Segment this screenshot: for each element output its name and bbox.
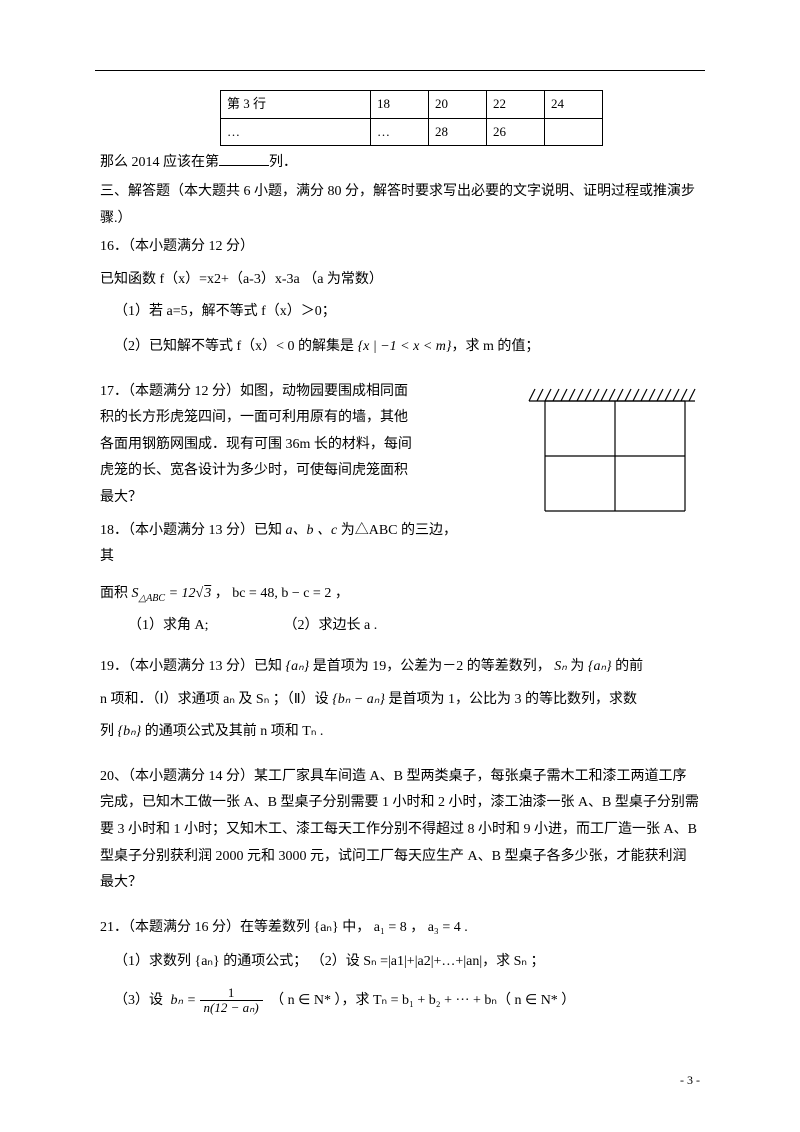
q18-head: 18．（本小题满分 13 分）已知 a、b 、c 为△ABC 的三边，其 — [100, 518, 460, 571]
q19-line2: n 项和．（Ⅰ）求通项 aₙ 及 Sₙ ；（Ⅱ）设 {bₙ − aₙ} 是首项为… — [100, 687, 700, 714]
q18-p1: （1）求角 A; — [100, 613, 280, 640]
cell: 28 — [429, 118, 487, 146]
cell: 18 — [371, 91, 429, 119]
frac-num: 1 — [200, 986, 263, 1001]
frac-den: n(12 − aₙ) — [200, 1001, 263, 1015]
abc: a、b 、c — [286, 523, 338, 538]
text: 是首项为 1，公比为 3 的等比数列，求数 — [389, 692, 638, 707]
text: （3）设 — [114, 993, 163, 1008]
fraction: 1 n(12 − aₙ) — [200, 986, 263, 1016]
cell: 24 — [545, 91, 603, 119]
blank-line — [219, 154, 269, 166]
cell: … — [371, 118, 429, 146]
q17-text: 17．（本题满分 12 分）如图，动物园要围成相同面积的长方形虎笼四间，一面可利… — [100, 379, 420, 512]
q21-p1: （1）求数列 {aₙ} 的通项公式； （2）设 Sₙ =|a1|+|a2|+…+… — [100, 949, 700, 976]
an2: {aₙ} — [588, 659, 612, 674]
text: 为 — [570, 659, 584, 674]
q15-tail: 那么 2014 应该在第 列． — [100, 150, 700, 177]
table-row: 第 3 行 18 20 22 24 — [221, 91, 603, 119]
bn: {bₙ} — [118, 724, 142, 739]
cell: 26 — [487, 118, 545, 146]
q16-p1: （1）若 a=5，解不等式 f（x）＞0； — [100, 299, 700, 326]
text: 列． — [269, 155, 297, 170]
text: （ n ∈ N* ），求 Tₙ = b₁ + b₂ + ··· + bₙ（ n … — [270, 993, 575, 1008]
text: 那么 2014 应该在第 — [100, 155, 219, 170]
q16-head: 16．（本小题满分 12 分） — [100, 234, 700, 261]
q18-p2: （2）求边长 a . — [284, 618, 378, 633]
cell — [545, 118, 603, 146]
text: 面积 — [100, 586, 132, 601]
s-expr: S△ABC = 12√3 — [132, 586, 212, 601]
cell: 22 — [487, 91, 545, 119]
table-row: … … 28 26 — [221, 118, 603, 146]
an: {aₙ} — [286, 659, 310, 674]
page-content: 第 3 行 18 20 22 24 … … 28 26 那么 2014 应该在第… — [100, 90, 700, 1016]
cage-svg — [525, 379, 705, 519]
q17-wrap: 17．（本题满分 12 分）如图，动物园要围成相同面积的长方形虎笼四间，一面可利… — [100, 379, 700, 571]
text: 的通项公式及其前 n 项和 Tₙ . — [145, 724, 324, 739]
q21-p3: （3）设 bₙ = 1 n(12 − aₙ) （ n ∈ N* ），求 Tₙ =… — [100, 986, 700, 1016]
cell: … — [221, 118, 371, 146]
cage-diagram — [525, 379, 705, 530]
set-expr: {x | −1 < x < m} — [358, 339, 452, 354]
cell: 20 — [429, 91, 487, 119]
data-table: 第 3 行 18 20 22 24 … … 28 26 — [220, 90, 603, 146]
top-rule — [95, 70, 705, 71]
q16-p2: （2）已知解不等式 f（x）< 0 的解集是 {x | −1 < x < m}，… — [100, 334, 700, 361]
section3-heading: 三、解答题（本大题共 6 小题，满分 80 分，解答时要求写出必要的文字说明、证… — [100, 179, 700, 232]
q19-line3: 列 {bₙ} 的通项公式及其前 n 项和 Tₙ . — [100, 719, 700, 746]
text: （2）已知解不等式 f（x）< 0 的解集是 — [114, 339, 358, 354]
text: 18．（本小题满分 13 分）已知 — [100, 523, 282, 538]
q16-line1: 已知函数 f（x）=x2+（a-3）x-3a （a 为常数） — [100, 267, 700, 294]
text: ， bc = 48, b − c = 2 ， — [215, 586, 349, 601]
q18-parts: （1）求角 A; （2）求边长 a . — [100, 613, 700, 640]
q19-line1: 19．（本小题满分 13 分）已知 {aₙ} 是首项为 19，公差为－2 的等差… — [100, 654, 700, 681]
text: ，求 m 的值； — [452, 339, 540, 354]
text: 列 — [100, 724, 114, 739]
text: n 项和．（Ⅰ）求通项 aₙ 及 Sₙ ；（Ⅱ）设 — [100, 692, 329, 707]
text: 的前 — [615, 659, 643, 674]
sn: Sₙ — [554, 659, 567, 674]
q21-head: 21．（本题满分 16 分）在等差数列 {aₙ} 中， a₁ = 8 ， a₃ … — [100, 915, 700, 942]
q18-line2: 面积 S△ABC = 12√3 ， bc = 48, b − c = 2 ， — [100, 581, 700, 608]
cell: 第 3 行 — [221, 91, 371, 119]
text: 是首项为 19，公差为－2 的等差数列， — [313, 659, 551, 674]
q20: 20、（本小题满分 14 分）某工厂家具车间造 A、B 型两类桌子，每张桌子需木… — [100, 764, 700, 897]
bn-eq: bₙ = — [171, 993, 197, 1008]
text: 19．（本小题满分 13 分）已知 — [100, 659, 282, 674]
page-number: - 3 - — [680, 1069, 700, 1092]
bnan: {bₙ − aₙ} — [332, 692, 385, 707]
